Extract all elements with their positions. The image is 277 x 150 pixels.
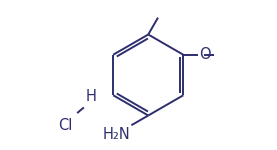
Text: H: H: [86, 89, 97, 104]
Text: O: O: [199, 47, 211, 62]
Text: Cl: Cl: [58, 118, 73, 133]
Text: H₂N: H₂N: [103, 127, 131, 142]
